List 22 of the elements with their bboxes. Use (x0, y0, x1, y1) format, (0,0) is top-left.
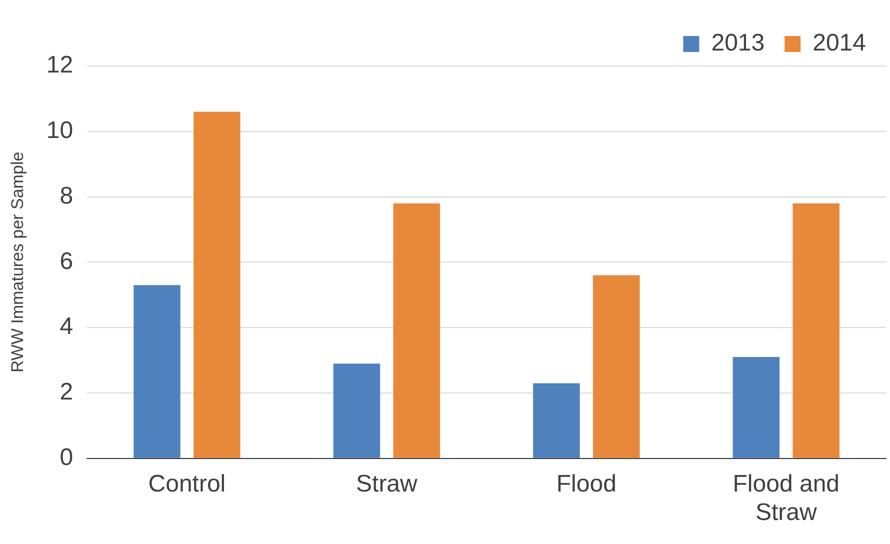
bar (593, 275, 640, 458)
x-tick-label: Straw (356, 470, 418, 498)
legend-label: 2013 (711, 30, 765, 57)
bar (393, 203, 440, 458)
bar (533, 383, 580, 458)
y-tick-label: 12 (46, 52, 74, 79)
y-tick-label: 6 (60, 248, 74, 275)
x-tick-label: Control (148, 470, 226, 498)
x-tick-label: Flood and Straw (732, 470, 840, 526)
bar (732, 357, 780, 458)
bar (333, 364, 380, 458)
y-axis-title: RWW Immatures per Sample (8, 152, 27, 373)
bar (134, 285, 180, 458)
y-tick-label: 8 (60, 182, 74, 210)
bar (792, 203, 840, 458)
y-tick-label: 0 (60, 444, 74, 472)
x-tick-label: Flood (556, 470, 616, 498)
y-tick-label: 4 (60, 313, 74, 340)
legend-label: 2014 (812, 30, 866, 57)
y-tick-label: 2 (60, 378, 74, 406)
y-tick-label: 10 (46, 117, 74, 144)
bar (194, 112, 240, 458)
